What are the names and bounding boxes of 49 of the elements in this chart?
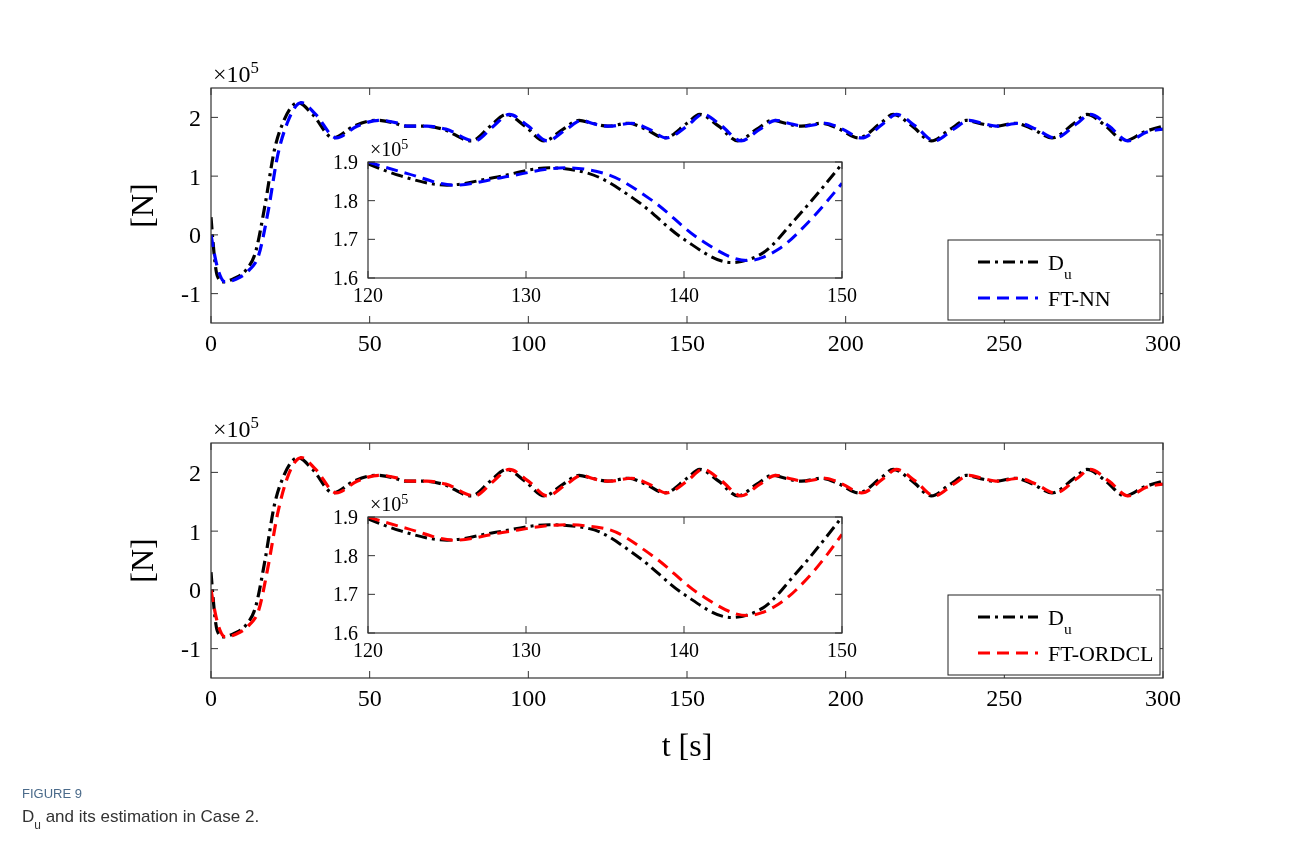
x-tick-label: 50 <box>357 685 382 711</box>
y-tick-label: -1 <box>181 281 201 308</box>
x-tick-label: 250 <box>986 685 1023 711</box>
line-series <box>211 101 1163 284</box>
x-tick-label: 150 <box>669 330 705 356</box>
x-tick-label: 150 <box>827 639 857 661</box>
legend-label: D$_{u}$ <box>1048 604 1072 637</box>
y-tick-label: 2 <box>189 459 201 486</box>
y-tick-label: 1.8 <box>333 544 358 567</box>
x-tick-label: 250 <box>986 330 1023 356</box>
y-tick-label: 2 <box>189 104 201 131</box>
y-tick-label: 1.8 <box>333 189 358 212</box>
x-tick-label: 200 <box>827 685 864 711</box>
line-series <box>211 456 1163 639</box>
text: ×10$^{5}$ <box>213 412 259 442</box>
legend-label: FT-NN <box>1048 285 1111 311</box>
x-tick-label: 300 <box>1145 330 1181 356</box>
annotation: ×10$^{5}$ <box>370 136 409 160</box>
x-tick-label: 100 <box>510 330 547 356</box>
x-tick-label: 140 <box>669 284 699 306</box>
text: D$_{u}$ and its estimation in Case 2. <box>22 807 260 832</box>
y-tick-label: 1 <box>189 518 201 545</box>
x-tick-label: 300 <box>1145 685 1181 711</box>
y-tick-label: 1.7 <box>333 228 358 251</box>
y-axis-title: [N] <box>124 538 160 583</box>
x-tick-label: 150 <box>827 284 857 306</box>
x-tick-label: 130 <box>511 639 541 661</box>
y-tick-label: 1.7 <box>333 583 358 606</box>
y-tick-label: 1.9 <box>333 151 358 173</box>
annotation: ×10$^{5}$ <box>370 491 409 515</box>
x-tick-label: 100 <box>510 685 547 711</box>
y-tick-label: 0 <box>189 577 201 604</box>
y-tick-label: 0 <box>189 222 201 249</box>
x-axis-title: t [s] <box>661 727 713 763</box>
x-tick-label: 50 <box>357 330 382 356</box>
x-tick-label: 150 <box>669 685 705 711</box>
x-tick-label: 0 <box>205 330 217 356</box>
x-tick-label: 130 <box>511 284 541 306</box>
text: ×10$^{5}$ <box>213 57 259 87</box>
x-tick-label: 140 <box>669 639 699 661</box>
x-tick-label: 200 <box>827 330 864 356</box>
y-axis-title: [N] <box>124 183 160 228</box>
legend-label: FT-ORDCL <box>1048 640 1154 666</box>
legend-label: D$_{u}$ <box>1048 249 1072 282</box>
x-tick-label: 0 <box>205 685 217 711</box>
y-tick-label: 1 <box>189 163 201 190</box>
caption: FIGURE 9 <box>22 786 82 801</box>
y-tick-label: -1 <box>181 636 201 663</box>
y-tick-label: 1.9 <box>333 506 358 528</box>
